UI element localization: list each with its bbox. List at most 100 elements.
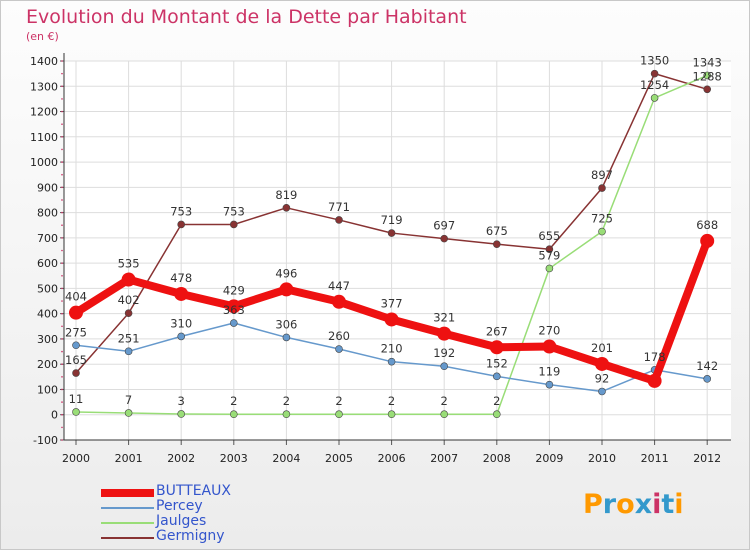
- data-label: 2: [493, 394, 500, 408]
- y-minor-tick: [61, 401, 63, 403]
- data-point: [230, 319, 238, 327]
- data-point: [384, 312, 399, 327]
- data-label: 260: [328, 329, 350, 343]
- data-point: [177, 332, 185, 341]
- data-point: [703, 71, 712, 80]
- y-minor-tick: [61, 439, 63, 441]
- y-tick-label: -100: [33, 434, 58, 447]
- data-label: 753: [223, 204, 245, 218]
- data-point: [72, 341, 80, 350]
- data-label: 478: [170, 271, 192, 285]
- data-point: [282, 410, 291, 419]
- y-tick-label: 1200: [30, 106, 58, 119]
- y-minor-tick: [61, 287, 63, 290]
- logo-letter: i: [674, 489, 684, 520]
- logo-letter: x: [634, 489, 653, 520]
- data-point: [703, 85, 712, 94]
- y-minor-tick: [61, 60, 63, 62]
- data-point: [437, 326, 452, 341]
- data-point: [703, 375, 712, 383]
- chart-title: Evolution du Montant de la Dette par Hab…: [26, 6, 467, 28]
- data-label: 725: [591, 212, 613, 226]
- y-minor-tick: [61, 325, 63, 328]
- x-tick-label: 2001: [115, 452, 143, 465]
- y-tick-label: 300: [37, 333, 58, 346]
- data-point: [489, 340, 504, 355]
- data-label: 178: [644, 350, 666, 364]
- y-minor-tick: [61, 376, 63, 378]
- y-tick-label: 100: [37, 383, 58, 396]
- y-minor-tick: [61, 300, 63, 302]
- legend-label: BUTTEAUX: [156, 483, 231, 499]
- data-label: 404: [65, 290, 87, 304]
- data-point: [174, 286, 189, 301]
- x-tick-label: 2003: [220, 452, 248, 465]
- data-label: 92: [595, 371, 610, 385]
- data-point: [647, 373, 662, 388]
- data-label: 1343: [693, 55, 722, 69]
- data-point: [595, 356, 609, 371]
- legend-swatch: [101, 537, 154, 539]
- data-point: [335, 345, 343, 353]
- x-tick-label: 2009: [535, 452, 563, 465]
- data-point: [492, 372, 501, 381]
- data-point: [542, 339, 557, 354]
- y-minor-tick: [61, 312, 63, 315]
- data-label: 2: [441, 394, 448, 408]
- y-minor-tick: [61, 363, 63, 366]
- data-point: [545, 264, 554, 273]
- data-point: [440, 410, 449, 419]
- y-tick-label: 0: [51, 409, 58, 422]
- legend-label: Jaulges: [156, 513, 207, 529]
- y-minor-tick: [61, 186, 63, 189]
- y-minor-tick: [61, 110, 63, 113]
- y-minor-tick: [61, 98, 63, 100]
- y-minor-tick: [61, 173, 63, 176]
- data-point: [279, 282, 294, 297]
- y-tick-label: 1400: [30, 55, 58, 68]
- data-label: 3: [178, 394, 185, 408]
- data-label: 753: [170, 204, 192, 218]
- data-point: [177, 220, 185, 229]
- data-label: 306: [275, 317, 297, 331]
- data-label: 267: [486, 324, 508, 338]
- data-point: [440, 362, 449, 371]
- y-tick-label: 500: [37, 282, 58, 295]
- data-label: 377: [381, 296, 403, 310]
- y-minor-tick: [61, 136, 63, 138]
- data-point: [230, 220, 238, 229]
- data-point: [545, 245, 554, 254]
- legend-label: Percey: [156, 498, 203, 514]
- data-point: [230, 410, 238, 419]
- y-tick-label: 1000: [30, 156, 58, 169]
- data-label: 897: [591, 168, 613, 182]
- data-point: [440, 234, 449, 243]
- data-label: 210: [381, 342, 403, 356]
- y-minor-tick: [61, 72, 63, 75]
- data-point: [598, 387, 606, 396]
- data-point: [598, 184, 606, 192]
- data-point: [177, 410, 185, 418]
- y-tick-label: 900: [37, 181, 58, 194]
- data-point: [335, 410, 343, 419]
- data-point: [700, 233, 715, 248]
- plot-area: [64, 61, 731, 440]
- chart-unit-label: (en €): [26, 30, 59, 43]
- y-tick-label: 200: [37, 358, 58, 371]
- x-tick-label: 2000: [62, 452, 90, 465]
- data-point: [492, 240, 501, 248]
- y-minor-tick: [61, 350, 63, 353]
- data-label: 270: [538, 324, 560, 338]
- legend-label: Germigny: [156, 528, 225, 544]
- data-point: [650, 69, 659, 78]
- data-label: 7: [125, 393, 132, 407]
- data-label: 447: [328, 279, 350, 293]
- data-label: 819: [275, 188, 297, 202]
- y-tick-label: 800: [37, 207, 58, 220]
- legend-swatch: [101, 489, 154, 497]
- y-minor-tick: [61, 199, 63, 201]
- data-label: 675: [486, 224, 508, 238]
- data-label: 579: [538, 248, 560, 262]
- data-label: 2: [283, 394, 290, 408]
